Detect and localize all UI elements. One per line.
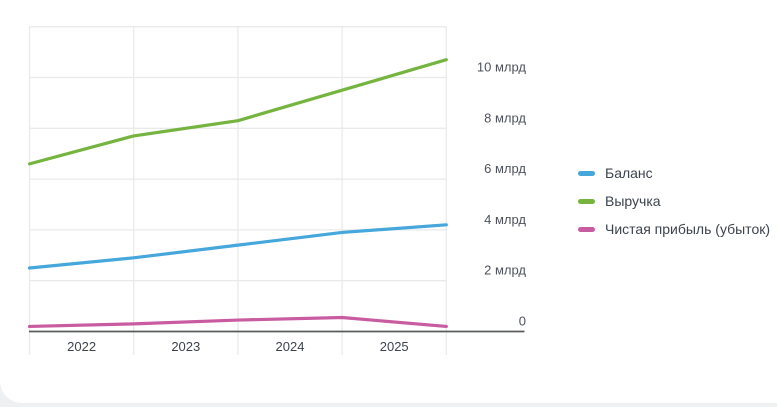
svg-text:8 млрд: 8 млрд [484,110,526,125]
svg-text:2 млрд: 2 млрд [484,263,526,278]
legend-label-balance: Баланс [605,165,653,181]
svg-text:2022: 2022 [67,339,96,354]
legend-item-balance[interactable]: Баланс [578,166,770,181]
legend-swatch-net-profit [578,227,595,232]
svg-text:10 млрд: 10 млрд [477,60,527,75]
series-line-balance[interactable] [27,223,448,270]
svg-text:4 млрд: 4 млрд [484,212,526,227]
legend-swatch-balance [578,171,595,176]
y-axis-tick-labels: 0 2 млрд 4 млрд 6 млрд 8 млрд 10 млрд [477,60,527,329]
svg-text:2025: 2025 [380,339,409,354]
svg-text:2024: 2024 [276,339,305,354]
chart-legend: Баланс Выручка Чистая прибыль (убыток) [578,166,770,250]
legend-swatch-revenue [578,199,595,204]
vertical-gridlines [28,26,447,355]
svg-text:0: 0 [519,314,526,329]
legend-item-net-profit[interactable]: Чистая прибыль (убыток) [578,222,770,237]
legend-label-net-profit: Чистая прибыль (убыток) [605,221,771,237]
series-line-revenue[interactable] [27,58,448,166]
series-line-net-profit[interactable] [27,315,448,329]
svg-text:6 млрд: 6 млрд [484,161,526,176]
series-lines [27,58,448,329]
svg-text:2023: 2023 [171,339,200,354]
x-axis-tick-labels: 2022 2023 2024 2025 [67,339,409,354]
legend-label-revenue: Выручка [605,193,661,209]
legend-item-revenue[interactable]: Выручка [578,194,770,209]
